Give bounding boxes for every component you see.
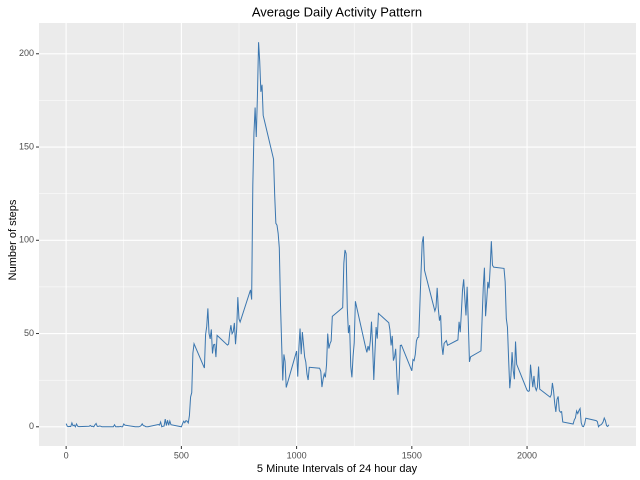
plot-panel	[39, 23, 636, 446]
line	[65, 42, 610, 428]
x-tick-label: 0	[64, 450, 69, 460]
x-tick-label: 1000	[287, 450, 307, 460]
y-tick-label: 150	[19, 141, 34, 151]
y-axis-title: Number of steps	[7, 199, 19, 280]
x-axis-title: 5 Minute Intervals of 24 hour day	[257, 463, 418, 475]
y-tick-label: 200	[19, 48, 34, 58]
x-tick-label: 2000	[517, 450, 537, 460]
x-tick-label: 1500	[402, 450, 422, 460]
y-tick-label: 0	[29, 421, 34, 431]
x-tick-label: 500	[174, 450, 189, 460]
chart-title: Average Daily Activity Pattern	[252, 4, 422, 19]
y-tick-label: 50	[24, 328, 34, 338]
y-tick-label: 100	[19, 235, 34, 245]
